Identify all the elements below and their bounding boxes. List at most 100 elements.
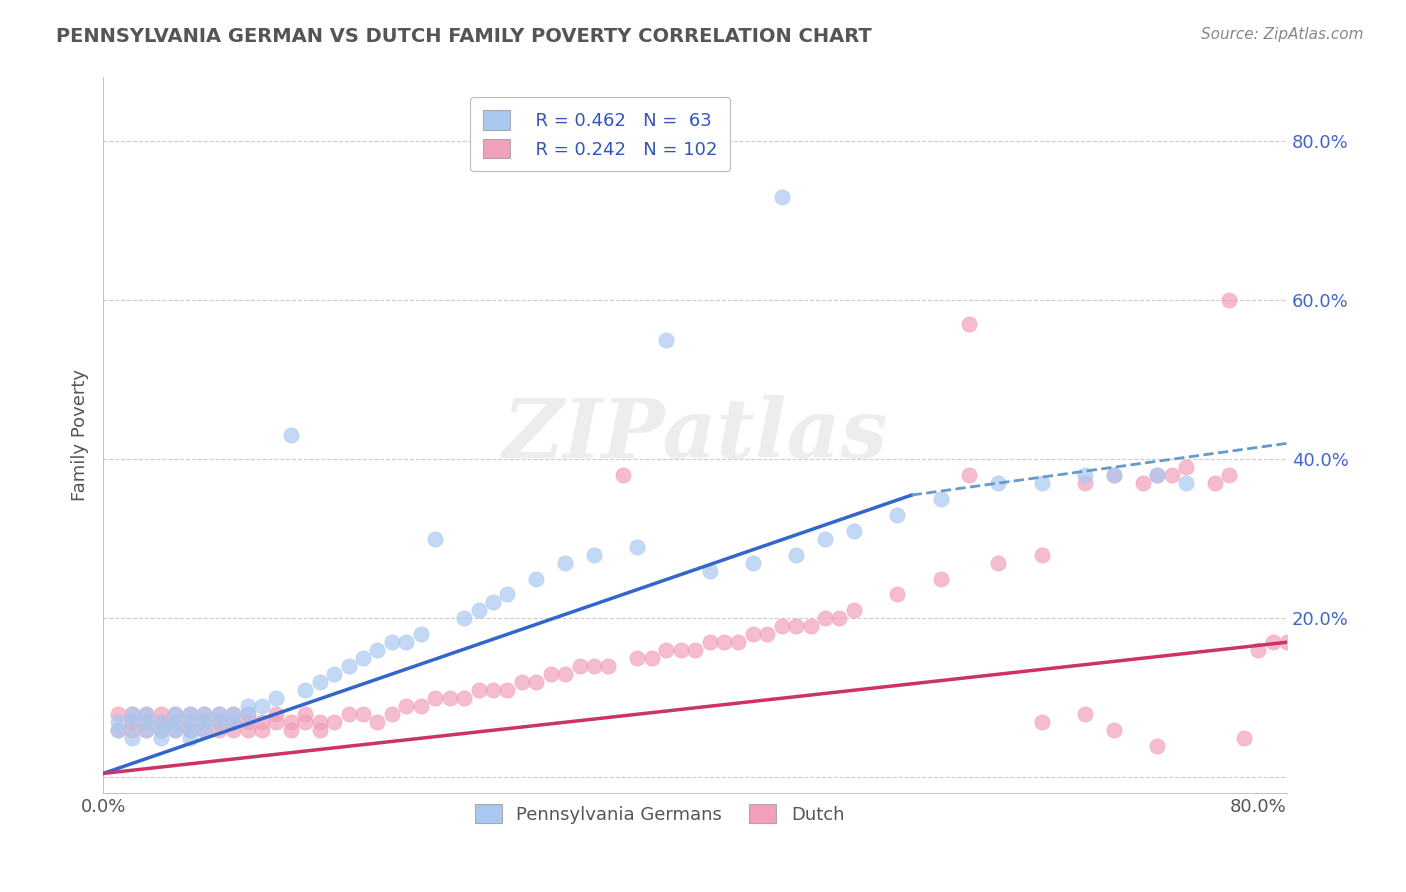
Point [107,723,129,737]
Point [1160,468,1182,483]
Point [669,643,692,657]
Point [425,690,447,705]
Point [280,723,302,737]
Point [121,723,143,737]
Point [208,714,231,729]
Point [1102,723,1125,737]
Text: ZIPatlas: ZIPatlas [502,395,887,475]
Point [222,714,245,729]
Point [294,682,316,697]
Point [626,651,648,665]
Point [366,643,388,657]
Text: Source: ZipAtlas.com: Source: ZipAtlas.com [1201,27,1364,42]
Point [524,675,547,690]
Point [222,706,245,721]
Point [1261,635,1284,649]
Point [179,714,201,729]
Point [482,682,505,697]
Point [583,659,606,673]
Point [266,706,288,721]
Point [352,706,374,721]
Point [655,333,678,347]
Point [583,548,606,562]
Point [641,651,664,665]
Point [524,572,547,586]
Point [193,714,215,729]
Point [121,714,143,729]
Point [165,723,187,737]
Point [121,706,143,721]
Point [165,723,187,737]
Point [1074,468,1097,483]
Point [496,587,519,601]
Point [453,690,475,705]
Point [1275,635,1298,649]
Text: PENNSYLVANIA GERMAN VS DUTCH FAMILY POVERTY CORRELATION CHART: PENNSYLVANIA GERMAN VS DUTCH FAMILY POVE… [56,27,872,45]
Point [294,706,316,721]
Point [741,556,763,570]
Point [208,714,231,729]
Point [266,690,288,705]
Point [467,682,489,697]
Point [1074,476,1097,491]
Point [626,540,648,554]
Point [381,706,404,721]
Point [193,723,215,737]
Point [1146,468,1168,483]
Point [1146,468,1168,483]
Point [1031,548,1053,562]
Point [381,635,404,649]
Point [987,556,1010,570]
Point [149,723,172,737]
Point [699,564,721,578]
Point [1218,468,1240,483]
Point [149,714,172,729]
Point [121,706,143,721]
Point [208,706,231,721]
Point [1218,293,1240,308]
Point [1204,476,1226,491]
Point [222,723,245,737]
Point [929,491,952,506]
Point [1031,476,1053,491]
Point [165,714,187,729]
Point [510,675,533,690]
Point [800,619,823,633]
Point [785,619,807,633]
Point [135,706,157,721]
Point [121,714,143,729]
Point [1305,731,1327,745]
Point [337,659,360,673]
Point [193,706,215,721]
Point [1233,731,1256,745]
Point [409,698,432,713]
Point [554,556,576,570]
Point [1102,468,1125,483]
Point [366,714,388,729]
Point [308,714,330,729]
Point [828,611,851,625]
Point [959,317,981,331]
Point [1175,460,1198,475]
Point [683,643,706,657]
Point [149,706,172,721]
Point [886,508,908,522]
Point [236,714,259,729]
Point [193,706,215,721]
Point [236,723,259,737]
Point [135,706,157,721]
Point [496,682,519,697]
Point [568,659,591,673]
Point [1132,476,1154,491]
Point [323,714,346,729]
Point [222,706,245,721]
Point [770,190,793,204]
Point [395,635,418,649]
Point [179,723,201,737]
Point [149,714,172,729]
Point [598,659,620,673]
Point [107,706,129,721]
Point [842,603,865,617]
Point [135,723,157,737]
Point [179,706,201,721]
